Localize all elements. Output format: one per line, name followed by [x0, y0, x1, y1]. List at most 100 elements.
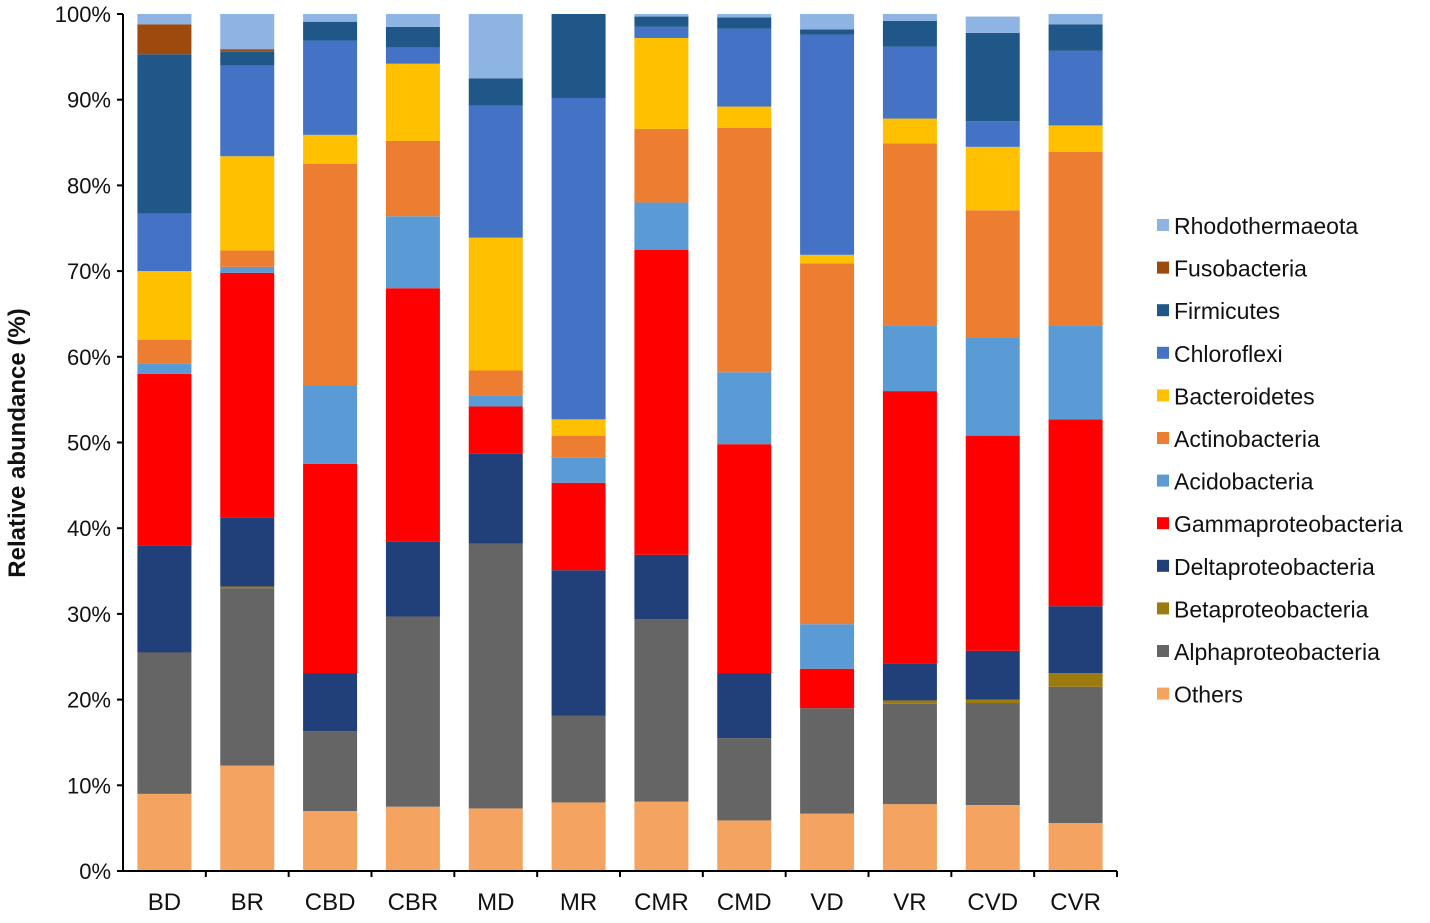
- legend-label: Fusobacteria: [1174, 256, 1307, 282]
- bar-segment-br-firmicutes: [220, 51, 275, 66]
- legend-label: Bacteroidetes: [1174, 383, 1315, 409]
- x-tick-label-cvd: CVD: [967, 889, 1018, 916]
- legend-label: Betaproteobacteria: [1174, 596, 1369, 622]
- bar-segment-cvr-deltaproteobacteria: [1048, 606, 1103, 674]
- y-tick-label: 80%: [67, 173, 111, 198]
- bar-segment-cbd-gammaproteobacteria: [303, 463, 358, 674]
- y-tick-label: 10%: [67, 773, 111, 798]
- bar-segment-vd-rhodothermaeota: [800, 14, 855, 30]
- bar-segment-vr-acidobacteria: [882, 325, 937, 392]
- legend-swatch: [1157, 517, 1169, 530]
- bar-segment-bd-chloroflexi: [137, 213, 192, 272]
- legend-label: Gammaproteobacteria: [1174, 511, 1403, 537]
- bar-segment-cmr-alphaproteobacteria: [634, 619, 689, 802]
- bar-segment-bd-rhodothermaeota: [137, 14, 192, 25]
- bar-segment-md-chloroflexi: [468, 105, 523, 238]
- y-tick-label: 70%: [67, 259, 111, 284]
- bar-segment-md-firmicutes: [468, 78, 523, 106]
- bar-segment-vr-chloroflexi: [882, 46, 937, 119]
- legend-item-fusobacteria: Fusobacteria: [1157, 256, 1307, 282]
- bars-layer: [137, 14, 1103, 871]
- bar-stack-cmr: [634, 14, 689, 871]
- y-tick-label: 100%: [55, 2, 111, 27]
- x-tick-labels: BD BR CBD CBR MD MR CMR CMD VD VR CVD CVR: [148, 871, 1118, 916]
- legend-label: Others: [1174, 682, 1243, 708]
- bar-segment-cvr-alphaproteobacteria: [1048, 686, 1103, 824]
- y-tick-label: 40%: [67, 516, 111, 541]
- legend-item-gammaproteobacteria: Gammaproteobacteria: [1157, 511, 1403, 537]
- bar-segment-cvd-rhodothermaeota: [965, 16, 1020, 33]
- bar-segment-cvd-chloroflexi: [965, 121, 1020, 147]
- bar-segment-cbd-rhodothermaeota: [303, 14, 358, 22]
- legend-swatch: [1157, 602, 1169, 615]
- bar-segment-vr-deltaproteobacteria: [882, 663, 937, 701]
- legend-swatch: [1157, 389, 1169, 402]
- bar-segment-br-bacteroidetes: [220, 156, 275, 251]
- bar-stack-bd: [137, 14, 192, 871]
- bar-segment-br-alphaproteobacteria: [220, 588, 275, 766]
- bar-segment-cmr-deltaproteobacteria: [634, 554, 689, 620]
- x-tick-label-md: MD: [477, 889, 514, 916]
- bar-segment-cmr-gammaproteobacteria: [634, 249, 689, 555]
- x-tick-label-mr: MR: [560, 889, 597, 916]
- bar-segment-bd-acidobacteria: [137, 363, 192, 374]
- bar-segment-bd-actinobacteria: [137, 339, 192, 364]
- bar-segment-cmd-chloroflexi: [717, 28, 772, 107]
- bar-segment-cvr-actinobacteria: [1048, 151, 1103, 326]
- bar-segment-cvr-others: [1048, 823, 1103, 871]
- x-tick-label-cbr: CBR: [388, 889, 439, 916]
- bar-segment-cmd-deltaproteobacteria: [717, 673, 772, 739]
- bar-segment-mr-alphaproteobacteria: [551, 715, 606, 803]
- y-tick-label: 60%: [67, 345, 111, 370]
- bar-segment-md-gammaproteobacteria: [468, 406, 523, 454]
- bar-segment-cmr-acidobacteria: [634, 202, 689, 250]
- legend-swatch: [1157, 559, 1169, 572]
- x-tick-label-bd: BD: [148, 889, 181, 916]
- bar-stack-cbr: [385, 14, 440, 871]
- bar-segment-cvd-actinobacteria: [965, 210, 1020, 338]
- y-tick-labels: 0% 10% 20% 30% 40% 50% 60% 70% 80% 90% 100%: [55, 2, 123, 884]
- y-tick-label: 0%: [79, 859, 111, 884]
- bar-segment-cbd-others: [303, 811, 358, 871]
- bar-stack-vd: [800, 14, 855, 871]
- bar-segment-bd-fusobacteria: [137, 24, 192, 55]
- bar-segment-vr-others: [882, 804, 937, 871]
- legend-swatch: [1157, 304, 1169, 317]
- bar-stack-mr: [551, 14, 606, 871]
- bar-segment-vr-rhodothermaeota: [882, 14, 937, 21]
- legend-item-chloroflexi: Chloroflexi: [1157, 341, 1283, 367]
- bar-segment-vd-others: [800, 813, 855, 871]
- bar-segment-cvr-gammaproteobacteria: [1048, 419, 1103, 607]
- bar-segment-cbd-bacteroidetes: [303, 134, 358, 164]
- legend-label: Rhodothermaeota: [1174, 213, 1358, 239]
- legend-label: Alphaproteobacteria: [1174, 639, 1380, 665]
- x-tick-label-br: BR: [231, 889, 264, 916]
- legend-item-rhodothermaeota: Rhodothermaeota: [1157, 213, 1358, 239]
- bar-segment-vr-betaproteobacteria: [882, 700, 937, 704]
- bar-segment-br-fusobacteria: [220, 49, 275, 52]
- bar-segment-md-others: [468, 808, 523, 871]
- bar-segment-bd-firmicutes: [137, 54, 192, 214]
- bar-segment-vd-actinobacteria: [800, 263, 855, 625]
- bar-segment-md-alphaproteobacteria: [468, 543, 523, 809]
- bar-segment-mr-deltaproteobacteria: [551, 570, 606, 716]
- bar-segment-cmd-bacteroidetes: [717, 106, 772, 128]
- bar-segment-mr-gammaproteobacteria: [551, 482, 606, 571]
- bar-segment-cmr-bacteroidetes: [634, 37, 689, 129]
- bar-segment-cmd-others: [717, 820, 772, 871]
- bar-segment-cvr-betaproteobacteria: [1048, 673, 1103, 687]
- bar-segment-cmd-actinobacteria: [717, 127, 772, 373]
- x-tick-label-cvr: CVR: [1050, 889, 1101, 916]
- bar-segment-vd-bacteroidetes: [800, 254, 855, 264]
- bar-segment-vr-bacteroidetes: [882, 118, 937, 144]
- bar-segment-br-gammaproteobacteria: [220, 272, 275, 518]
- bar-segment-cbd-deltaproteobacteria: [303, 673, 358, 732]
- bar-segment-mr-actinobacteria: [551, 435, 606, 458]
- bar-stack-cvd: [965, 16, 1020, 871]
- bar-stack-vr: [882, 14, 937, 871]
- bar-segment-bd-gammaproteobacteria: [137, 373, 192, 546]
- bar-segment-mr-bacteroidetes: [551, 419, 606, 436]
- bar-segment-vd-gammaproteobacteria: [800, 668, 855, 709]
- bar-segment-mr-acidobacteria: [551, 457, 606, 483]
- bar-segment-cvd-bacteroidetes: [965, 146, 1020, 211]
